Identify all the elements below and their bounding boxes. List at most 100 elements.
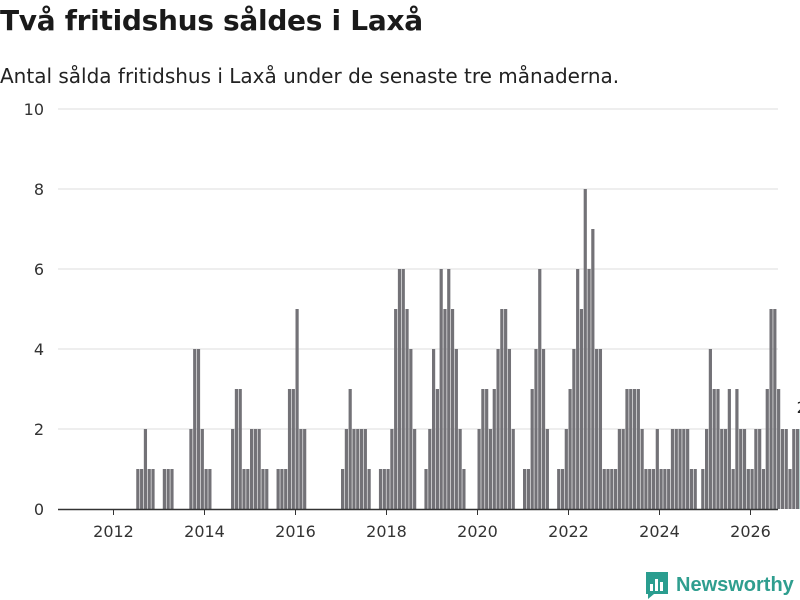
bar — [496, 349, 500, 509]
bar — [200, 429, 204, 509]
bar — [655, 429, 659, 509]
bar — [583, 189, 587, 509]
bar — [208, 469, 212, 509]
bar — [538, 269, 542, 509]
bar — [788, 469, 792, 509]
bar — [523, 469, 527, 509]
y-tick-label: 10 — [24, 100, 44, 119]
bar — [359, 429, 364, 509]
bar — [773, 309, 777, 509]
bar — [606, 469, 610, 509]
bar — [348, 389, 352, 509]
bar — [644, 469, 648, 509]
bar — [439, 269, 443, 509]
bar — [640, 429, 644, 509]
bar — [265, 469, 269, 509]
bar — [587, 269, 591, 509]
chart-title: Två fritidshus såldes i Laxå — [0, 4, 423, 37]
bar — [443, 309, 447, 509]
bar — [485, 389, 489, 509]
bar — [777, 389, 781, 509]
bar — [792, 429, 796, 509]
bar — [708, 349, 712, 509]
bar — [500, 309, 504, 509]
bar — [534, 349, 538, 509]
bar — [693, 469, 697, 509]
bar — [625, 389, 629, 509]
x-tick-label: 2020 — [457, 522, 498, 541]
bar — [595, 349, 599, 509]
bar — [720, 429, 724, 509]
bar — [382, 469, 386, 509]
bar — [739, 429, 743, 509]
x-tick-label: 2014 — [184, 522, 225, 541]
chart-subtitle: Antal sålda fritidshus i Laxå under de s… — [0, 64, 620, 88]
bar — [682, 429, 686, 509]
bar — [701, 469, 705, 509]
x-tick-label: 2022 — [548, 522, 589, 541]
bar — [424, 469, 428, 509]
y-tick-label: 0 — [34, 500, 44, 519]
bar — [560, 469, 565, 509]
bar — [378, 469, 383, 509]
brand-logo[interactable]: Newsworthy — [644, 570, 794, 600]
bar — [636, 389, 640, 509]
bar — [136, 469, 140, 509]
bar-value-label: 2 — [797, 398, 800, 417]
bar — [689, 469, 694, 509]
y-tick-label: 6 — [34, 260, 44, 279]
bar — [367, 469, 371, 509]
bar — [727, 389, 731, 509]
bar — [705, 429, 709, 509]
bar — [750, 469, 754, 509]
bar — [147, 469, 151, 509]
bar — [166, 469, 170, 509]
bar — [765, 389, 769, 509]
bar — [458, 429, 462, 509]
bar — [769, 309, 773, 509]
bar — [413, 429, 417, 509]
bar — [162, 469, 166, 509]
bar — [409, 349, 413, 509]
y-tick-label: 2 — [34, 420, 44, 439]
bar — [276, 469, 280, 509]
bar — [758, 429, 762, 509]
bar — [746, 469, 750, 509]
bar — [488, 429, 493, 509]
bar — [238, 389, 242, 509]
bar — [386, 469, 390, 509]
x-tick-label: 2016 — [275, 522, 316, 541]
bar — [242, 469, 246, 509]
bar — [454, 349, 458, 509]
bar — [253, 429, 257, 509]
y-tick-label: 8 — [34, 180, 44, 199]
bar — [602, 469, 606, 509]
bar — [621, 429, 625, 509]
bar — [545, 429, 549, 509]
brand-name: Newsworthy — [676, 573, 794, 596]
bar — [678, 429, 682, 509]
bar — [504, 309, 508, 509]
bar — [447, 269, 451, 509]
bar — [712, 389, 716, 509]
bar — [629, 389, 633, 509]
bar — [151, 469, 155, 509]
bar — [667, 469, 671, 509]
bar — [341, 469, 345, 509]
bar — [761, 469, 766, 509]
bar — [507, 349, 512, 509]
bar — [193, 349, 197, 509]
bar — [295, 309, 299, 509]
bar — [568, 389, 572, 509]
bar — [723, 429, 728, 509]
bar — [432, 349, 436, 509]
bar — [686, 429, 690, 509]
bar — [204, 469, 208, 509]
bar — [250, 429, 254, 509]
bar — [735, 389, 739, 509]
bar — [651, 469, 656, 509]
bar — [526, 469, 530, 509]
bar — [784, 429, 788, 509]
bar — [742, 429, 747, 509]
